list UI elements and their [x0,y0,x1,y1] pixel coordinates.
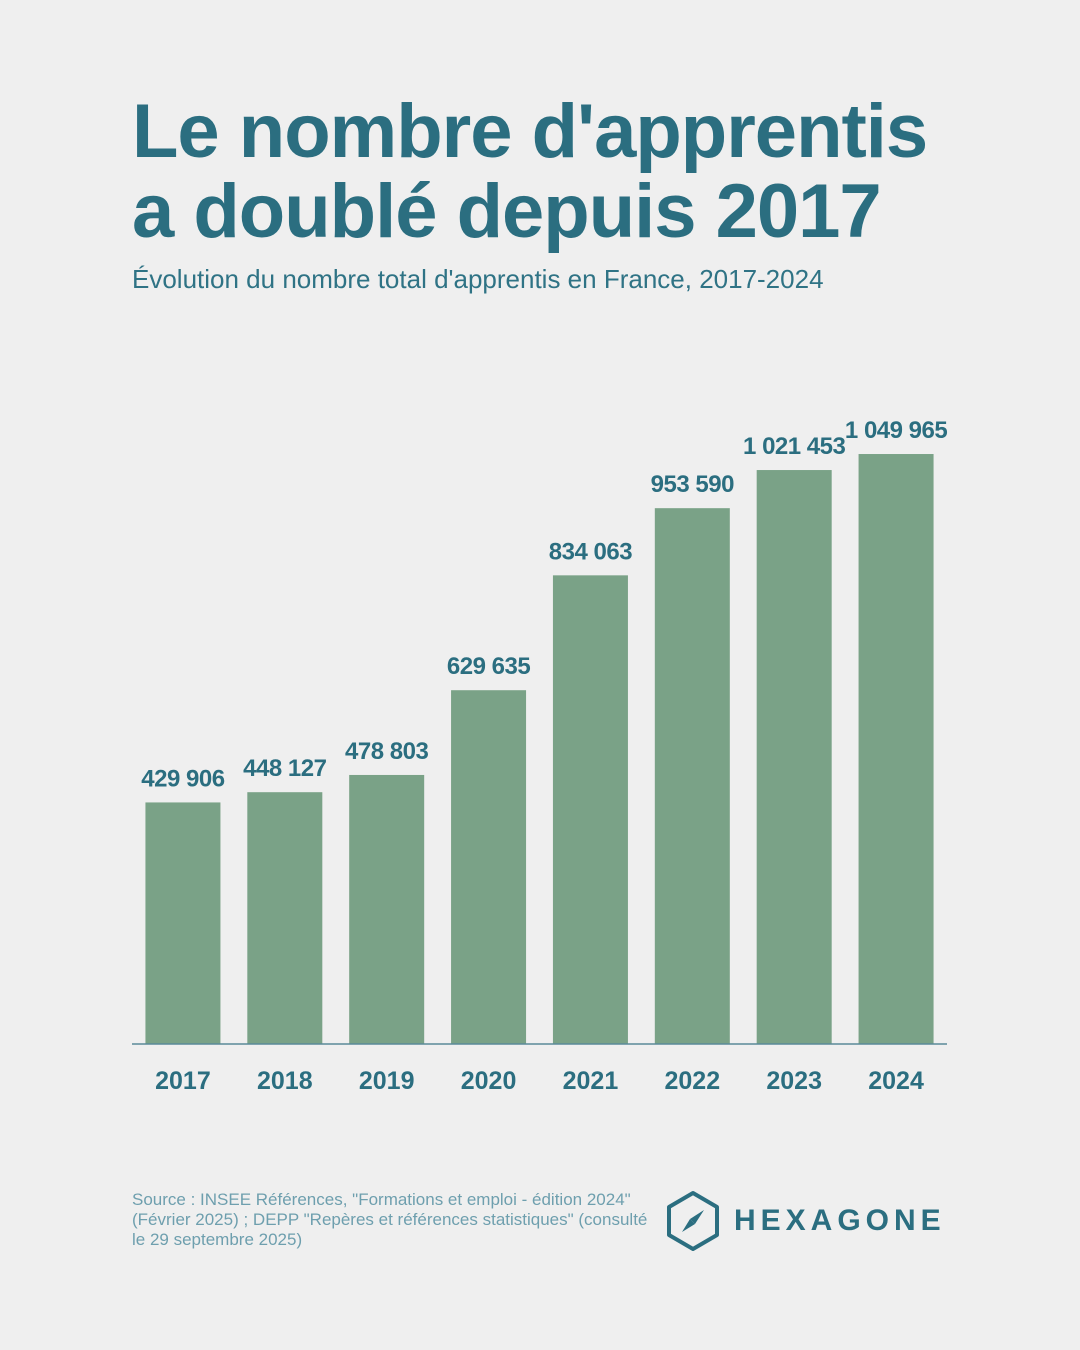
bar-2024 [858,454,934,1044]
page-title: Le nombre d'apprentis a doublé depuis 20… [132,92,1032,252]
x-tick-label-2023: 2023 [766,1067,822,1095]
source-note: Source : INSEE Références, "Formations e… [132,1190,648,1249]
brand-logo: HEXAGONE [666,1190,946,1252]
brand-name: HEXAGONE [734,1204,946,1237]
value-label-2021: 834 063 [549,538,632,565]
bar-2019 [349,774,425,1044]
bar-2021 [552,575,628,1044]
value-label-2019: 478 803 [345,738,428,765]
value-label-2022: 953 590 [651,471,734,498]
title-line-2: a doublé depuis 2017 [132,169,882,254]
bar-2018 [247,792,323,1044]
value-label-2020: 629 635 [447,653,530,680]
bar-2017 [145,802,221,1044]
x-tick-label-2018: 2018 [257,1067,313,1095]
x-tick-label-2020: 2020 [461,1067,517,1095]
value-label-2018: 448 127 [243,755,326,782]
value-label-2023: 1 021 453 [743,433,845,460]
bar-2022 [654,508,730,1045]
x-tick-label-2019: 2019 [359,1067,415,1095]
x-tick-label-2017: 2017 [155,1067,211,1095]
bars-group [145,454,934,1045]
page-subtitle: Évolution du nombre total d'apprentis en… [132,264,824,294]
x-tick-label-2024: 2024 [868,1067,924,1095]
labels-group: 429 906 2017 448 127 2018 478 803 2019 629 635… [141,417,948,1095]
value-label-2024: 1 049 965 [845,417,947,444]
title-line-1: Le nombre d'apprentis [132,89,928,174]
bar-2023 [756,470,832,1044]
compass-hexagon-icon [667,1191,719,1251]
x-tick-label-2021: 2021 [563,1067,619,1095]
x-tick-label-2022: 2022 [665,1067,721,1095]
bar-2020 [451,690,527,1044]
value-label-2017: 429 906 [141,765,224,792]
